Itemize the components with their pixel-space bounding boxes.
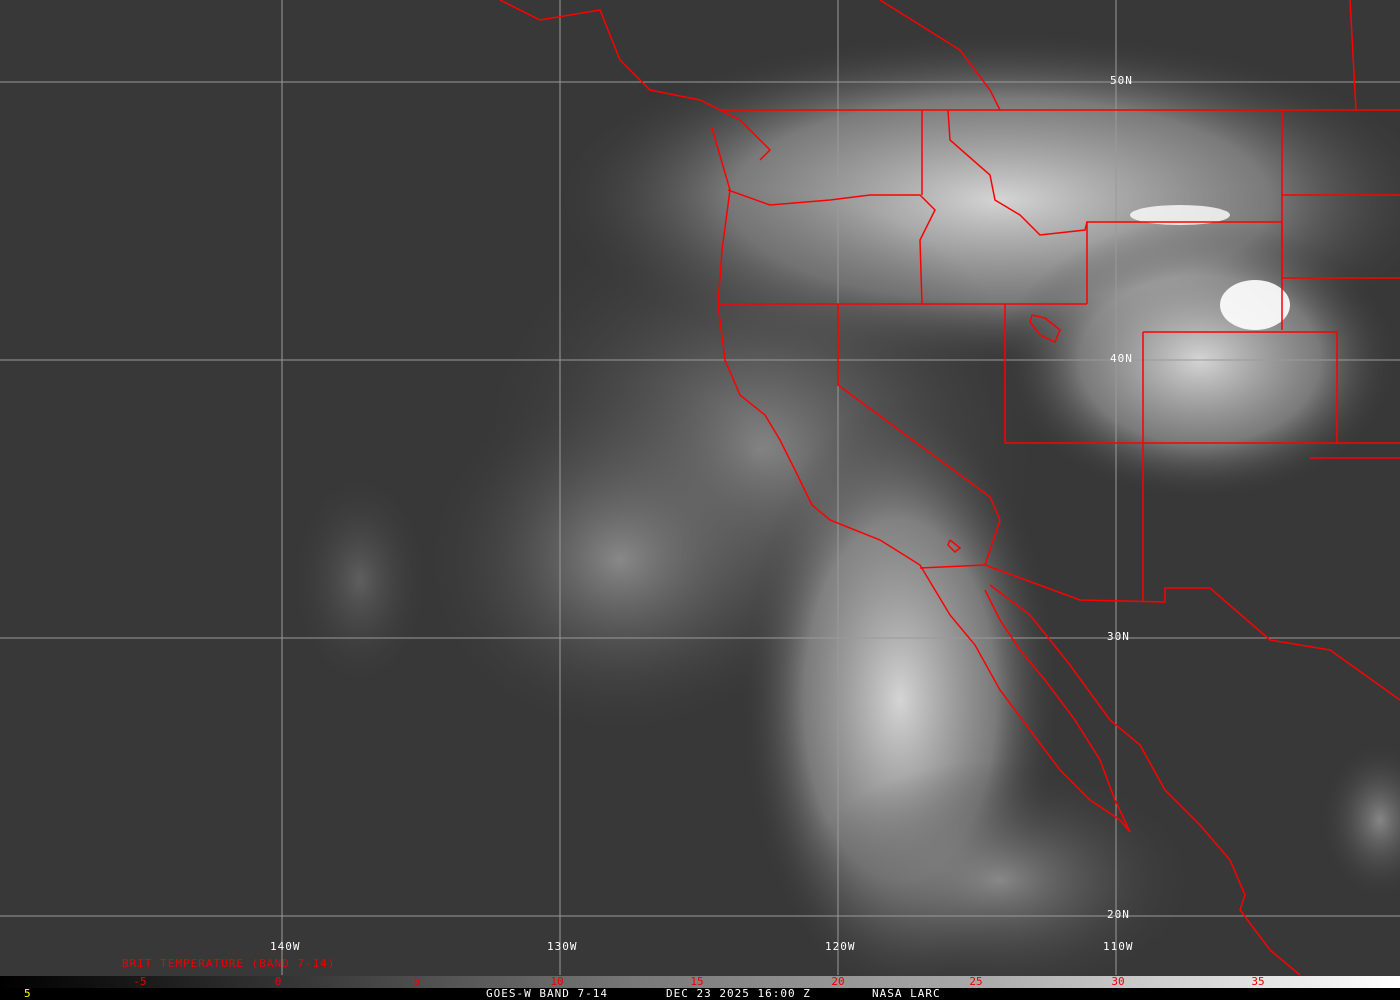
colorbar-title: BRIT TEMPERATURE (BAND 7-14) xyxy=(122,957,336,970)
colorbar xyxy=(0,976,1400,988)
id-mt-border xyxy=(947,109,1088,236)
colorbar-tick: 30 xyxy=(1111,975,1125,988)
colorbar-tick: 25 xyxy=(969,975,983,988)
footer-caption: GOES-W BAND 7-14 xyxy=(486,987,608,1000)
salton-sea xyxy=(947,539,962,554)
ca-az-border xyxy=(984,496,1001,566)
colorbar-tick: 5 xyxy=(413,975,421,988)
mexico-coast xyxy=(989,584,1301,976)
lon-label-140w: 140W xyxy=(270,940,301,953)
colorbar-tick: 35 xyxy=(1251,975,1265,988)
canada-internal-border xyxy=(879,0,1001,111)
colorbar-tick: 20 xyxy=(831,975,845,988)
lat-lon-grid xyxy=(0,0,1400,975)
political-boundaries xyxy=(499,0,1400,976)
footer-bar xyxy=(0,988,1400,1000)
colorado-border xyxy=(1143,331,1338,443)
mt-wy-border xyxy=(1281,110,1400,279)
lon-label-110w: 110W xyxy=(1103,940,1134,953)
colorbar-tick: 10 xyxy=(550,975,564,988)
cloud-cover xyxy=(290,30,1400,1000)
lon-label-130w: 130W xyxy=(547,940,578,953)
mexico-border xyxy=(919,564,1400,701)
lat-label-50n: 50N xyxy=(1110,74,1133,87)
canada-internal-border-2 xyxy=(1349,0,1357,111)
footer-credit: NASA LARC xyxy=(872,987,941,1000)
great-salt-lake xyxy=(1029,314,1061,344)
colorbar-tick: -5 xyxy=(133,975,147,988)
wa-or-border xyxy=(727,189,936,305)
footer-datetime: DEC 23 2025 16:00 Z xyxy=(666,987,811,1000)
west-coast xyxy=(711,127,1131,833)
colorbar-tick: 15 xyxy=(690,975,704,988)
lon-label-120w: 120W xyxy=(825,940,856,953)
lat-label-20n: 20N xyxy=(1107,908,1130,921)
canada-coast xyxy=(499,0,772,161)
lat-label-30n: 30N xyxy=(1107,630,1130,643)
lat-label-40n: 40N xyxy=(1110,352,1133,365)
ca-nv-border xyxy=(837,304,991,498)
colorbar-tick: 0 xyxy=(274,975,282,988)
footer-left-value: 5 xyxy=(24,987,32,1000)
